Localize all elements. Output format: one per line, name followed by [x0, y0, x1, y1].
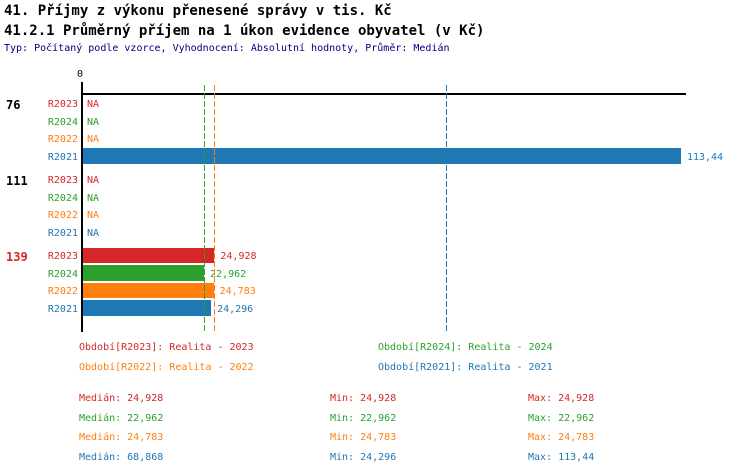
value-label-139-R2024: 22,962	[210, 268, 247, 280]
row-label-111-R2021: R2021	[47, 227, 78, 239]
row-label-139-R2022: R2022	[47, 286, 78, 297]
stat-min-R2023: Min: 24,928	[330, 393, 397, 404]
na-label-76-R2024: NA	[87, 116, 100, 128]
legend-item-R2024: Období[R2024]: Realita - 2024	[378, 341, 553, 353]
row-label-76-R2022: R2022	[47, 134, 78, 145]
row-label-111-R2022: R2022	[47, 210, 78, 221]
stat-max-R2024: Max: 22,962	[528, 412, 595, 424]
group-label-111: 111	[6, 174, 28, 188]
legend-item-R2022: Období[R2022]: Realita - 2022	[79, 361, 254, 373]
median-line-R2021	[446, 85, 447, 331]
row-label-139-R2021: R2021	[47, 303, 78, 315]
stat-median-R2024: Medián: 22,962	[79, 412, 164, 424]
stat-max-R2023: Max: 24,928	[528, 393, 595, 404]
axis-zero-label: 0	[76, 69, 84, 80]
legend-item-R2021: Období[R2021]: Realita - 2021	[378, 361, 553, 373]
bar-139-R2021	[83, 300, 212, 316]
na-label-111-R2023: NA	[87, 175, 100, 186]
row-label-76-R2023: R2023	[47, 99, 78, 110]
legend-item-R2023: Období[R2023]: Realita - 2023	[79, 341, 254, 353]
value-axis-line	[81, 82, 83, 332]
bar-76-R2021	[83, 148, 681, 164]
bar-139-R2024	[83, 265, 205, 281]
na-label-76-R2022: NA	[87, 134, 100, 145]
na-label-111-R2024: NA	[87, 192, 100, 204]
plot-top-rule	[81, 93, 686, 95]
median-line-R2022	[214, 85, 215, 331]
report-subtitle: 41.2.1 Průměrný příjem na 1 úkon evidenc…	[4, 23, 485, 39]
group-label-76: 76	[6, 98, 21, 112]
row-label-139-R2023: R2023	[47, 251, 78, 262]
stat-min-R2021: Min: 24,296	[330, 451, 397, 463]
stat-median-R2021: Medián: 68,868	[79, 451, 164, 463]
na-label-111-R2021: NA	[87, 227, 100, 239]
stat-max-R2021: Max: 113,44	[528, 451, 595, 463]
stat-min-R2024: Min: 22,962	[330, 412, 397, 424]
row-label-139-R2024: R2024	[47, 268, 78, 280]
stat-max-R2022: Max: 24,783	[528, 432, 595, 443]
stat-min-R2022: Min: 24,783	[330, 432, 397, 443]
value-label-139-R2023: 24,928	[220, 251, 257, 262]
bar-139-R2022	[83, 282, 214, 298]
median-line-R2024	[204, 85, 205, 331]
report-meta-line: Typ: Počítaný podle vzorce, Vyhodnocení:…	[4, 43, 450, 54]
na-label-76-R2023: NA	[87, 99, 100, 110]
bar-139-R2023	[83, 247, 215, 263]
row-label-76-R2021: R2021	[47, 151, 78, 163]
row-label-111-R2023: R2023	[47, 175, 78, 186]
stat-median-R2023: Medián: 24,928	[79, 393, 164, 404]
report-title: 41. Příjmy z výkonu přenesené správy v t…	[4, 3, 392, 19]
value-label-139-R2021: 24,296	[217, 303, 254, 315]
stat-median-R2022: Medián: 24,783	[79, 432, 164, 443]
value-label-76-R2021: 113,44	[686, 151, 724, 163]
row-label-111-R2024: R2024	[47, 192, 78, 204]
row-label-76-R2024: R2024	[47, 116, 78, 128]
group-label-139: 139	[6, 250, 28, 264]
na-label-111-R2022: NA	[87, 210, 100, 221]
value-label-139-R2022: 24,783	[219, 286, 256, 297]
